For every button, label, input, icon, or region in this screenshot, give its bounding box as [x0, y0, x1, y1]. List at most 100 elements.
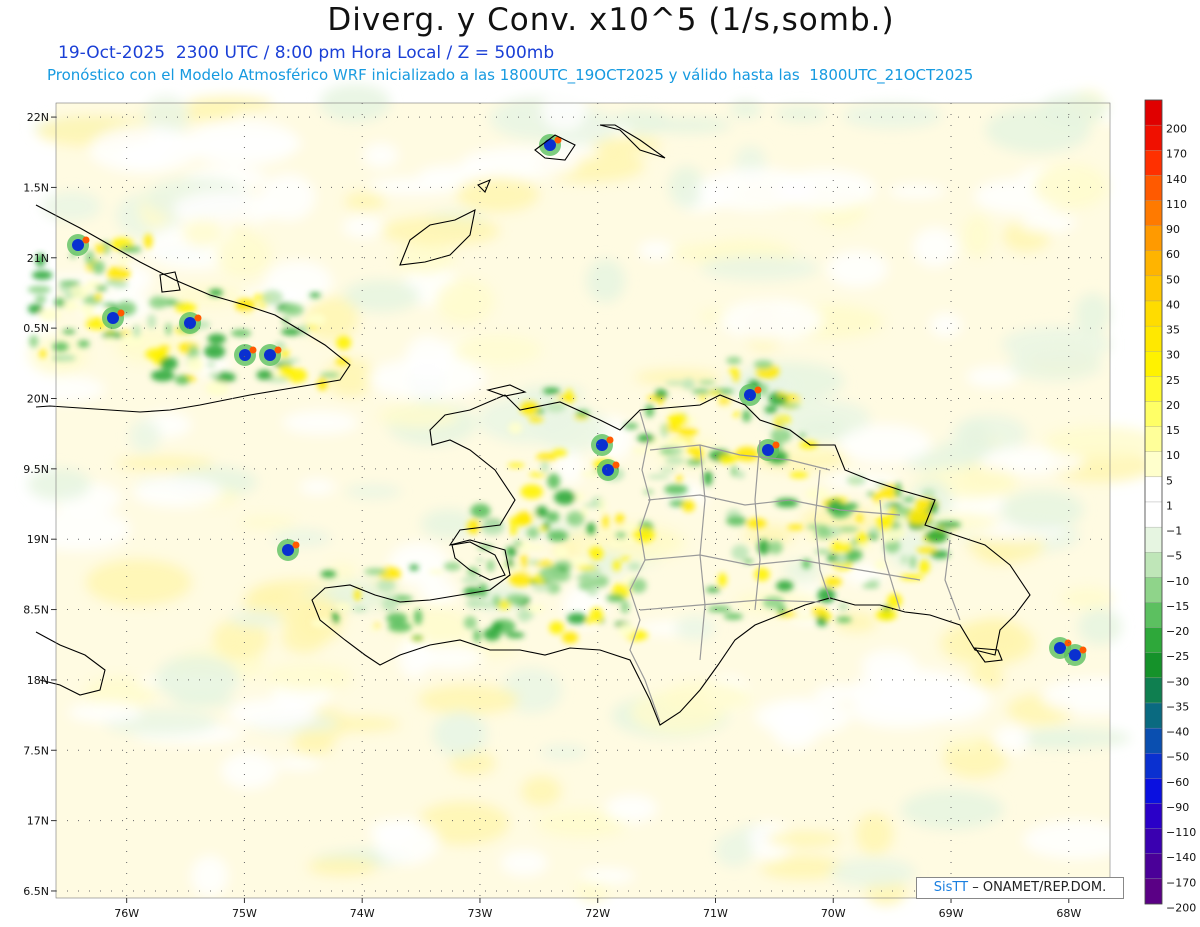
legend-swatch [1144, 627, 1163, 653]
field-speckle [540, 460, 549, 473]
field-speckle [754, 567, 770, 582]
field-speckle [681, 378, 696, 390]
field-speckle [631, 447, 652, 454]
field-speckle [104, 336, 117, 343]
legend-swatch [1144, 702, 1163, 729]
field-speckle [874, 482, 888, 488]
field-speckle [64, 290, 73, 300]
legend-label: −35 [1166, 700, 1189, 713]
divergence-core [754, 386, 762, 394]
field-speckle [703, 470, 713, 486]
lon-tick-label: 69W [939, 907, 964, 920]
field-speckle [473, 629, 481, 643]
field-speckle [647, 474, 670, 480]
field-blob [1009, 348, 1103, 382]
legend-swatch [1144, 275, 1163, 302]
divergence-field [22, 83, 1159, 906]
legend-label: −30 [1166, 675, 1189, 688]
legend-swatch [1144, 325, 1163, 352]
field-speckle [758, 383, 769, 396]
field-speckle [132, 324, 141, 338]
field-speckle [150, 369, 175, 382]
legend-label: 200 [1166, 123, 1187, 136]
province-line [814, 469, 831, 601]
field-blob [888, 184, 946, 199]
field-blob [1043, 426, 1159, 460]
divergence-core [274, 346, 282, 354]
lon-tick-label: 74W [350, 907, 375, 920]
lat-tick-label: 18N [27, 674, 49, 687]
field-blob [715, 832, 754, 867]
legend-label: −15 [1166, 600, 1189, 613]
province-line [649, 444, 831, 471]
field-speckle [554, 490, 576, 505]
field-blob [432, 711, 488, 757]
field-speckle [615, 513, 625, 525]
legend-label: −110 [1166, 826, 1196, 839]
field-speckle [377, 578, 396, 592]
field-speckle [775, 580, 794, 592]
field-speckle [909, 555, 917, 569]
field-blob [89, 126, 199, 174]
province-line [644, 554, 921, 581]
legend-label: −25 [1166, 650, 1189, 663]
field-speckle [845, 505, 856, 512]
field-speckle [35, 253, 46, 267]
field-speckle [165, 322, 172, 336]
field-speckle [352, 606, 367, 612]
field-speckle [875, 609, 898, 621]
field-blob [398, 634, 431, 679]
field-speckle [62, 300, 78, 311]
field-blob [282, 410, 359, 435]
plot-area [22, 83, 1159, 906]
field-speckle [526, 527, 540, 539]
mona-island [973, 647, 1003, 663]
field-blob [173, 191, 277, 228]
field-speckle [208, 288, 223, 297]
field-speckle [536, 453, 557, 462]
divergence-core [606, 436, 614, 444]
divergence-core [772, 441, 780, 449]
legend-swatch [1144, 677, 1163, 704]
convergence-core [596, 439, 608, 451]
legend-swatch [1144, 200, 1163, 226]
field-speckle [382, 596, 399, 612]
field-blob [368, 177, 461, 196]
field-speckle [335, 602, 351, 612]
lat-tick-label: 19N [27, 533, 49, 546]
legend-swatch [1144, 526, 1163, 553]
legend-swatch [1144, 753, 1163, 779]
field-speckle [643, 489, 654, 494]
field-speckle [306, 313, 326, 326]
field-speckle [837, 526, 859, 532]
legend-swatch [1144, 124, 1163, 151]
field-blob [829, 857, 916, 888]
sistt-logo: SisTT [933, 880, 969, 895]
field-speckle [777, 392, 786, 397]
legend-label: −5 [1166, 550, 1182, 563]
field-speckle [52, 342, 69, 352]
lat-tick-label: 6.5N [23, 885, 49, 898]
field-speckle [282, 303, 304, 317]
field-speckle [517, 608, 532, 623]
field-blob [374, 819, 439, 865]
field-speckle [866, 491, 876, 497]
field-blob [968, 664, 1004, 690]
field-speckle [725, 515, 747, 526]
field-blob [377, 403, 459, 428]
field-blob [826, 250, 888, 288]
field-blob [813, 684, 864, 703]
credit-box: SisTT – ONAMET/REP.DOM. [916, 877, 1124, 899]
field-speckle [681, 500, 696, 512]
field-speckle [470, 503, 491, 519]
lon-tick-label: 73W [468, 907, 493, 920]
legend-swatch [1144, 451, 1163, 478]
field-speckle [718, 454, 738, 465]
field-speckle [528, 416, 544, 423]
lat-tick-label: 21N [27, 252, 49, 265]
field-speckle [874, 559, 887, 570]
field-speckle [757, 539, 771, 555]
field-blob [767, 831, 842, 848]
field-speckle [730, 465, 738, 477]
field-blob [935, 440, 1001, 454]
